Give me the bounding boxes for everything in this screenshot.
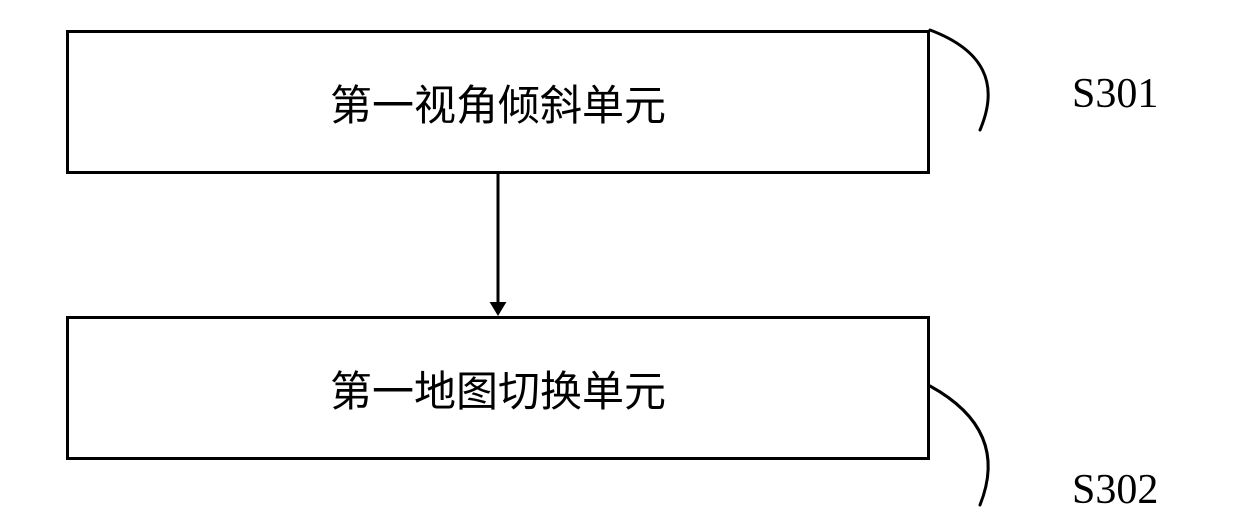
flowchart-node-1: 第一视角倾斜单元 [66, 30, 930, 174]
flowchart-callout-1-label: S301 [1072, 70, 1158, 118]
flowchart-canvas: 第一视角倾斜单元 第一地图切换单元 S301 S302 [0, 0, 1240, 517]
flowchart-callout-2-label: S302 [1072, 466, 1158, 514]
flowchart-node-2-label: 第一地图切换单元 [330, 358, 666, 419]
flowchart-node-2: 第一地图切换单元 [66, 316, 930, 460]
flowchart-node-1-label: 第一视角倾斜单元 [330, 72, 666, 133]
